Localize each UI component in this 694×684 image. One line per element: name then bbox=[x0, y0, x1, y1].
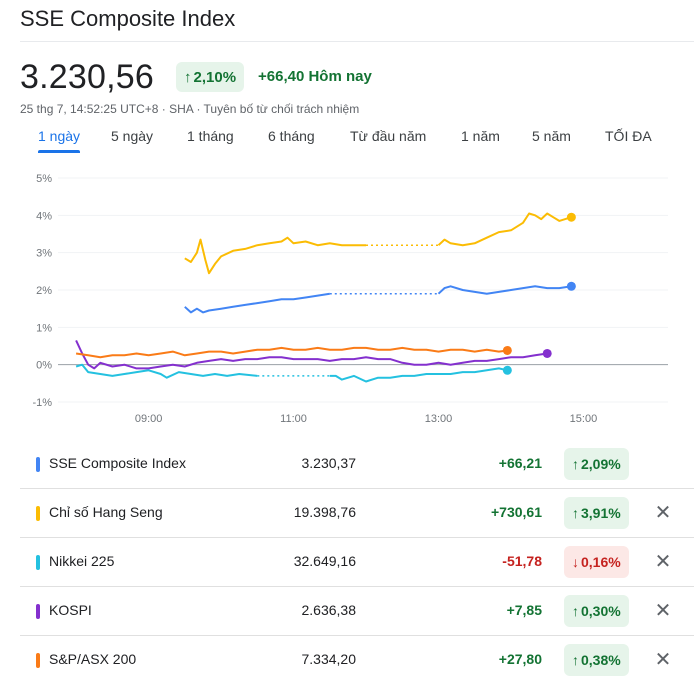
change-absolute: +66,40 Hôm nay bbox=[258, 68, 372, 85]
row-pct-value: 0,38% bbox=[581, 652, 621, 668]
range-tabs: 1 ngày 5 ngày 1 tháng 6 tháng Từ đầu năm… bbox=[20, 128, 680, 158]
row-value: 32.649,16 bbox=[293, 553, 356, 569]
row-change: +730,61 bbox=[491, 504, 542, 520]
tab-1-year[interactable]: 1 năm bbox=[461, 128, 500, 144]
y-tick-label: -1% bbox=[32, 397, 52, 409]
row-name: S&P/ASX 200 bbox=[49, 651, 137, 667]
row-name: SSE Composite Index bbox=[49, 455, 186, 471]
series-1-line bbox=[184, 236, 366, 275]
row-change-percent: ↓ 0,16% bbox=[564, 546, 629, 578]
series-1-line bbox=[437, 212, 572, 247]
intraday-comparison-chart[interactable]: 5% 4% 3% 2% 1% 0% -1% 09:00 11:00 13:00 15:00 bbox=[0, 165, 694, 435]
table-row[interactable]: SSE Composite Index 3.230,37 +66,21 ↑ 2,0… bbox=[20, 440, 694, 489]
series-color-swatch bbox=[36, 506, 40, 521]
row-change-percent: ↑ 2,09% bbox=[564, 448, 629, 480]
row-pct-value: 2,09% bbox=[581, 456, 621, 472]
series-3-line bbox=[75, 339, 548, 370]
series-4-line bbox=[75, 346, 508, 359]
tab-ytd[interactable]: Từ đầu năm bbox=[350, 128, 427, 144]
arrow-up-icon: ↑ bbox=[572, 603, 579, 619]
row-change: +66,21 bbox=[498, 455, 542, 471]
row-value: 3.230,37 bbox=[301, 455, 357, 471]
arrow-up-icon: ↑ bbox=[184, 68, 192, 86]
series-0-line bbox=[437, 285, 572, 295]
current-price: 3.230,56 bbox=[20, 58, 154, 96]
series-0-line bbox=[184, 292, 330, 314]
row-change: +7,85 bbox=[506, 602, 542, 618]
tab-5-years[interactable]: 5 năm bbox=[532, 128, 571, 144]
title-divider bbox=[20, 41, 694, 42]
y-tick-label: 2% bbox=[36, 285, 52, 297]
series-color-swatch bbox=[36, 555, 40, 570]
tab-max[interactable]: TỐI ĐA bbox=[605, 128, 652, 144]
series-2-endpoint bbox=[502, 365, 512, 375]
tab-6-months[interactable]: 6 tháng bbox=[268, 128, 315, 144]
series-4-endpoint bbox=[502, 345, 512, 355]
row-change-percent: ↑ 3,91% bbox=[564, 497, 629, 529]
comparison-table: SSE Composite Index 3.230,37 +66,21 ↑ 2,0… bbox=[20, 440, 694, 684]
row-change: +27,80 bbox=[498, 651, 542, 667]
row-change-percent: ↑ 0,30% bbox=[564, 595, 629, 627]
close-icon[interactable]: ✕ bbox=[654, 600, 672, 622]
close-icon[interactable]: ✕ bbox=[654, 649, 672, 671]
row-name: KOSPI bbox=[49, 602, 92, 618]
y-tick-label: 0% bbox=[36, 360, 52, 372]
row-value: 19.398,76 bbox=[293, 504, 356, 520]
table-row[interactable]: Chỉ số Hang Seng 19.398,76 +730,61 ↑ 3,91… bbox=[20, 489, 694, 538]
series-0-endpoint bbox=[566, 281, 576, 291]
row-pct-value: 3,91% bbox=[581, 505, 621, 521]
arrow-up-icon: ↑ bbox=[572, 652, 579, 668]
series-color-swatch bbox=[36, 457, 40, 472]
row-value: 7.334,20 bbox=[301, 651, 357, 667]
page-title: SSE Composite Index bbox=[20, 6, 236, 31]
series-3-endpoint bbox=[542, 348, 552, 358]
row-change-percent: ↑ 0,38% bbox=[564, 644, 629, 676]
row-pct-value: 0,16% bbox=[581, 554, 621, 570]
arrow-up-icon: ↑ bbox=[572, 505, 579, 521]
arrow-up-icon: ↑ bbox=[572, 456, 579, 472]
series-1-endpoint bbox=[566, 212, 576, 222]
table-row[interactable]: S&P/ASX 200 7.334,20 +27,80 ↑ 0,38% ✕ bbox=[20, 636, 694, 684]
close-icon[interactable]: ✕ bbox=[654, 551, 672, 573]
close-icon[interactable]: ✕ bbox=[654, 502, 672, 524]
table-row[interactable]: KOSPI 2.636,38 +7,85 ↑ 0,30% ✕ bbox=[20, 587, 694, 636]
row-value: 2.636,38 bbox=[301, 602, 357, 618]
change-percent-value: 2,10% bbox=[193, 68, 237, 86]
x-tick-label: 15:00 bbox=[570, 413, 598, 425]
row-name: Nikkei 225 bbox=[49, 553, 115, 569]
y-tick-label: 1% bbox=[36, 322, 52, 334]
x-tick-label: 11:00 bbox=[280, 413, 307, 425]
series-color-swatch bbox=[36, 604, 40, 619]
x-tick-label: 13:00 bbox=[425, 413, 453, 425]
x-tick-label: 09:00 bbox=[135, 413, 163, 425]
y-tick-label: 5% bbox=[36, 173, 52, 185]
change-percent-badge: ↑ 2,10% bbox=[176, 62, 245, 92]
series-color-swatch bbox=[36, 653, 40, 668]
row-name: Chỉ số Hang Seng bbox=[49, 504, 163, 520]
quote-meta: 25 thg 7, 14:52:25 UTC+8 · SHA · Tuyên b… bbox=[20, 102, 360, 116]
row-pct-value: 0,30% bbox=[581, 603, 621, 619]
series-2-line bbox=[329, 367, 508, 383]
row-change: -51,78 bbox=[502, 553, 542, 569]
y-tick-label: 4% bbox=[36, 210, 52, 222]
table-row[interactable]: Nikkei 225 32.649,16 -51,78 ↓ 0,16% ✕ bbox=[20, 538, 694, 587]
y-tick-label: 3% bbox=[36, 248, 52, 260]
active-tab-indicator bbox=[38, 150, 80, 153]
series-2-line bbox=[75, 363, 258, 379]
arrow-down-icon: ↓ bbox=[572, 554, 579, 570]
tab-1-day[interactable]: 1 ngày bbox=[38, 128, 81, 144]
tab-5-days[interactable]: 5 ngày bbox=[111, 128, 154, 144]
tab-1-month[interactable]: 1 tháng bbox=[187, 128, 234, 144]
